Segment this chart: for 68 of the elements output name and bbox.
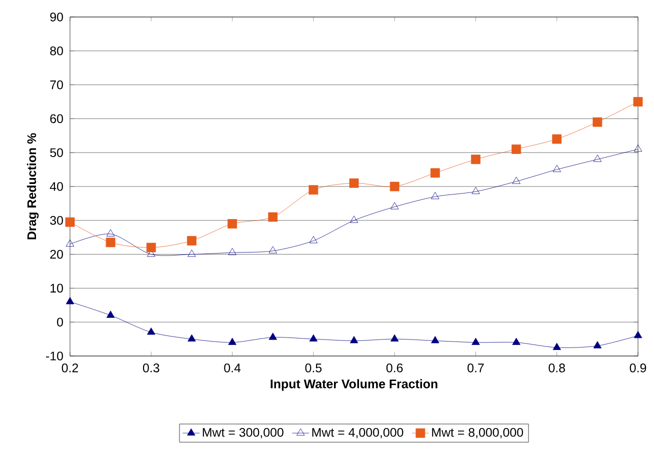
y-tick-label: -10 <box>46 352 63 360</box>
point <box>512 338 520 345</box>
point <box>349 178 359 188</box>
point <box>65 217 75 227</box>
point <box>228 248 236 256</box>
point <box>66 297 74 304</box>
x-tick-label: 0.9 <box>630 364 646 372</box>
point <box>268 332 277 340</box>
point <box>471 154 480 164</box>
point <box>472 338 480 345</box>
point <box>188 250 196 257</box>
x-tick-label: 0.6 <box>386 364 403 372</box>
point <box>593 341 602 348</box>
y-axis-title: Drag Reduction % <box>26 133 39 240</box>
y-tick-label: 50 <box>50 148 63 158</box>
legend-label: Mwt = 4,000,000 <box>312 428 404 438</box>
point <box>66 239 74 247</box>
point <box>350 216 358 223</box>
x-tick-label: 0.5 <box>305 364 322 372</box>
point <box>390 334 399 342</box>
x-tick-label: 0.8 <box>548 364 565 372</box>
point <box>228 219 237 228</box>
point <box>633 97 643 106</box>
point <box>552 164 561 172</box>
y-tick-label: 30 <box>50 216 63 225</box>
point <box>593 154 602 162</box>
y-tick-label: 20 <box>50 250 63 259</box>
x-tick-label: 0.4 <box>224 364 241 372</box>
point <box>512 144 521 154</box>
y-tick-label: 40 <box>50 182 63 191</box>
y-tick-label: 60 <box>50 114 63 124</box>
point <box>552 134 562 144</box>
point <box>268 212 278 222</box>
y-tick-label: 0 <box>57 318 63 327</box>
point <box>512 176 520 184</box>
point <box>147 328 156 335</box>
point <box>228 338 236 345</box>
point <box>188 334 196 342</box>
point <box>431 336 440 344</box>
point <box>146 242 156 252</box>
point <box>592 117 602 127</box>
legend-label: Mwt = 300,000 <box>202 428 284 438</box>
y-tick-label: 70 <box>50 80 63 90</box>
x-tick-label: 0.7 <box>468 364 484 372</box>
point <box>552 342 561 350</box>
legend-label: Mwt = 8,000,000 <box>432 428 524 438</box>
point <box>431 192 440 200</box>
y-tick-label: 80 <box>50 46 63 56</box>
x-axis-title: Input Water Volume Fraction <box>270 379 438 391</box>
point <box>309 236 318 244</box>
y-tick-label: 10 <box>50 284 63 293</box>
point <box>430 168 440 178</box>
x-tick-label: 0.3 <box>142 364 160 372</box>
point <box>106 238 116 248</box>
point <box>106 310 115 318</box>
point <box>634 144 642 152</box>
point <box>390 182 400 192</box>
point <box>106 229 115 236</box>
point <box>350 336 358 344</box>
point <box>268 246 277 254</box>
point <box>309 334 318 342</box>
point <box>390 202 399 210</box>
x-tick-label: 0.2 <box>62 364 78 372</box>
point <box>472 186 480 194</box>
point <box>187 236 196 246</box>
y-tick-label: 90 <box>50 12 63 22</box>
point <box>634 330 642 338</box>
point <box>308 185 318 195</box>
